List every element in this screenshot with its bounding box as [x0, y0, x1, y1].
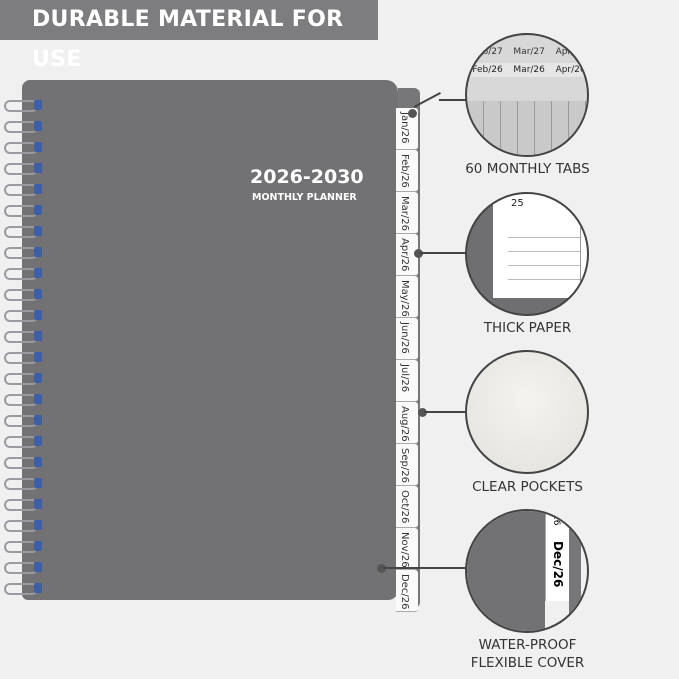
spiral-ring [4, 243, 44, 264]
feature-label: CLEAR POCKETS [472, 479, 583, 495]
spiral-ring [4, 390, 44, 411]
spiral-ring [4, 432, 44, 453]
callout-dot [408, 109, 417, 118]
planner-subtitle: MONTHLY PLANNER [252, 192, 357, 203]
spiral-ring [4, 327, 44, 348]
planner-title: 2026-2030 [250, 166, 364, 188]
tab-aug: Aug/26 [396, 402, 418, 444]
tab-label: Apr/27 [555, 47, 586, 57]
planner-cover [22, 80, 398, 600]
spiral-ring [4, 474, 44, 495]
tab-jul: Jul/26 [396, 360, 418, 402]
spiral-ring [4, 495, 44, 516]
spiral-ring [4, 348, 44, 369]
page-number: 25 [511, 198, 524, 209]
tab-sep: Sep/26 [396, 444, 418, 486]
paper-closeup: 25 [465, 192, 589, 316]
callout-line [424, 411, 466, 413]
tab-label: May/26 [399, 280, 410, 317]
tab-jan: Jan/26 [396, 108, 418, 150]
spiral-ring [4, 558, 44, 579]
tab-label: Apr/26 [399, 238, 410, 272]
spiral-ring [4, 411, 44, 432]
tab-nov: Nov/26 [396, 528, 418, 570]
tab-feb: Feb/26 [396, 150, 418, 192]
tab-label: Jul/26 [399, 364, 410, 393]
monthly-tabs: Jan/26 Feb/26 Mar/26 Apr/26 May/26 Jun/2… [396, 108, 418, 612]
spiral-ring [4, 96, 44, 117]
spiral-ring [4, 180, 44, 201]
spiral-ring [4, 306, 44, 327]
tab-label: Feb/26 [472, 65, 503, 75]
tab-jun: Jun/26 [396, 318, 418, 360]
pocket-closeup [465, 350, 589, 474]
spiral-ring [4, 537, 44, 558]
tab-may: May/26 [396, 276, 418, 318]
spiral-ring [4, 453, 44, 474]
spiral-ring [4, 159, 44, 180]
tab-dec: Dec/26 [396, 570, 418, 612]
tab-label: Mar/27 [513, 47, 545, 57]
spiral-ring [4, 516, 44, 537]
callout-line [439, 99, 467, 101]
tab-label: Mar/26 [513, 65, 545, 75]
tab-apr: Apr/26 [396, 234, 418, 276]
callout-dot [414, 249, 423, 258]
spiral-ring [4, 222, 44, 243]
spiral-ring [4, 579, 44, 600]
tab-mar: Mar/26 [396, 192, 418, 234]
tab-label: Jan/26 [399, 112, 410, 144]
cover-closeup: /26 Dec/26 [465, 509, 589, 633]
tab-label: Mar/26 [399, 196, 410, 231]
feature-label: FLEXIBLE COVER [470, 655, 585, 671]
tab-label: Feb/26 [399, 154, 410, 188]
header-banner: DURABLE MATERIAL FOR USE [0, 0, 378, 72]
tab-label: /26 [551, 511, 561, 526]
callout-line [383, 567, 466, 569]
spiral-binding [4, 96, 44, 600]
tab-label: Feb/27 [472, 47, 503, 57]
tab-label: Dec/26 [551, 541, 565, 588]
tabs-closeup: Feb/27 Mar/27 Apr/27 Feb/26 Mar/26 Apr/2… [465, 33, 589, 157]
tab-oct: Oct/26 [396, 486, 418, 528]
spiral-ring [4, 264, 44, 285]
callout-dot [418, 408, 427, 417]
tab-label: Dec/26 [399, 574, 410, 610]
feature-label: THICK PAPER [483, 320, 572, 336]
spiral-ring [4, 201, 44, 222]
tab-label: Oct/26 [399, 490, 410, 524]
tab-label: Apr/26 [555, 65, 586, 75]
feature-label: WATER-PROOF [478, 637, 577, 653]
spiral-ring [4, 369, 44, 390]
spiral-ring [4, 117, 44, 138]
spiral-ring [4, 285, 44, 306]
feature-label: 60 MONTHLY TABS [465, 161, 590, 177]
callout-line [420, 252, 466, 254]
callout-dot [377, 564, 386, 573]
tab-label: Aug/26 [399, 406, 410, 442]
spiral-ring [4, 138, 44, 159]
tab-label: Sep/26 [399, 448, 410, 483]
tab-label: Jun/26 [399, 322, 410, 354]
tab-label: Nov/26 [399, 532, 410, 568]
